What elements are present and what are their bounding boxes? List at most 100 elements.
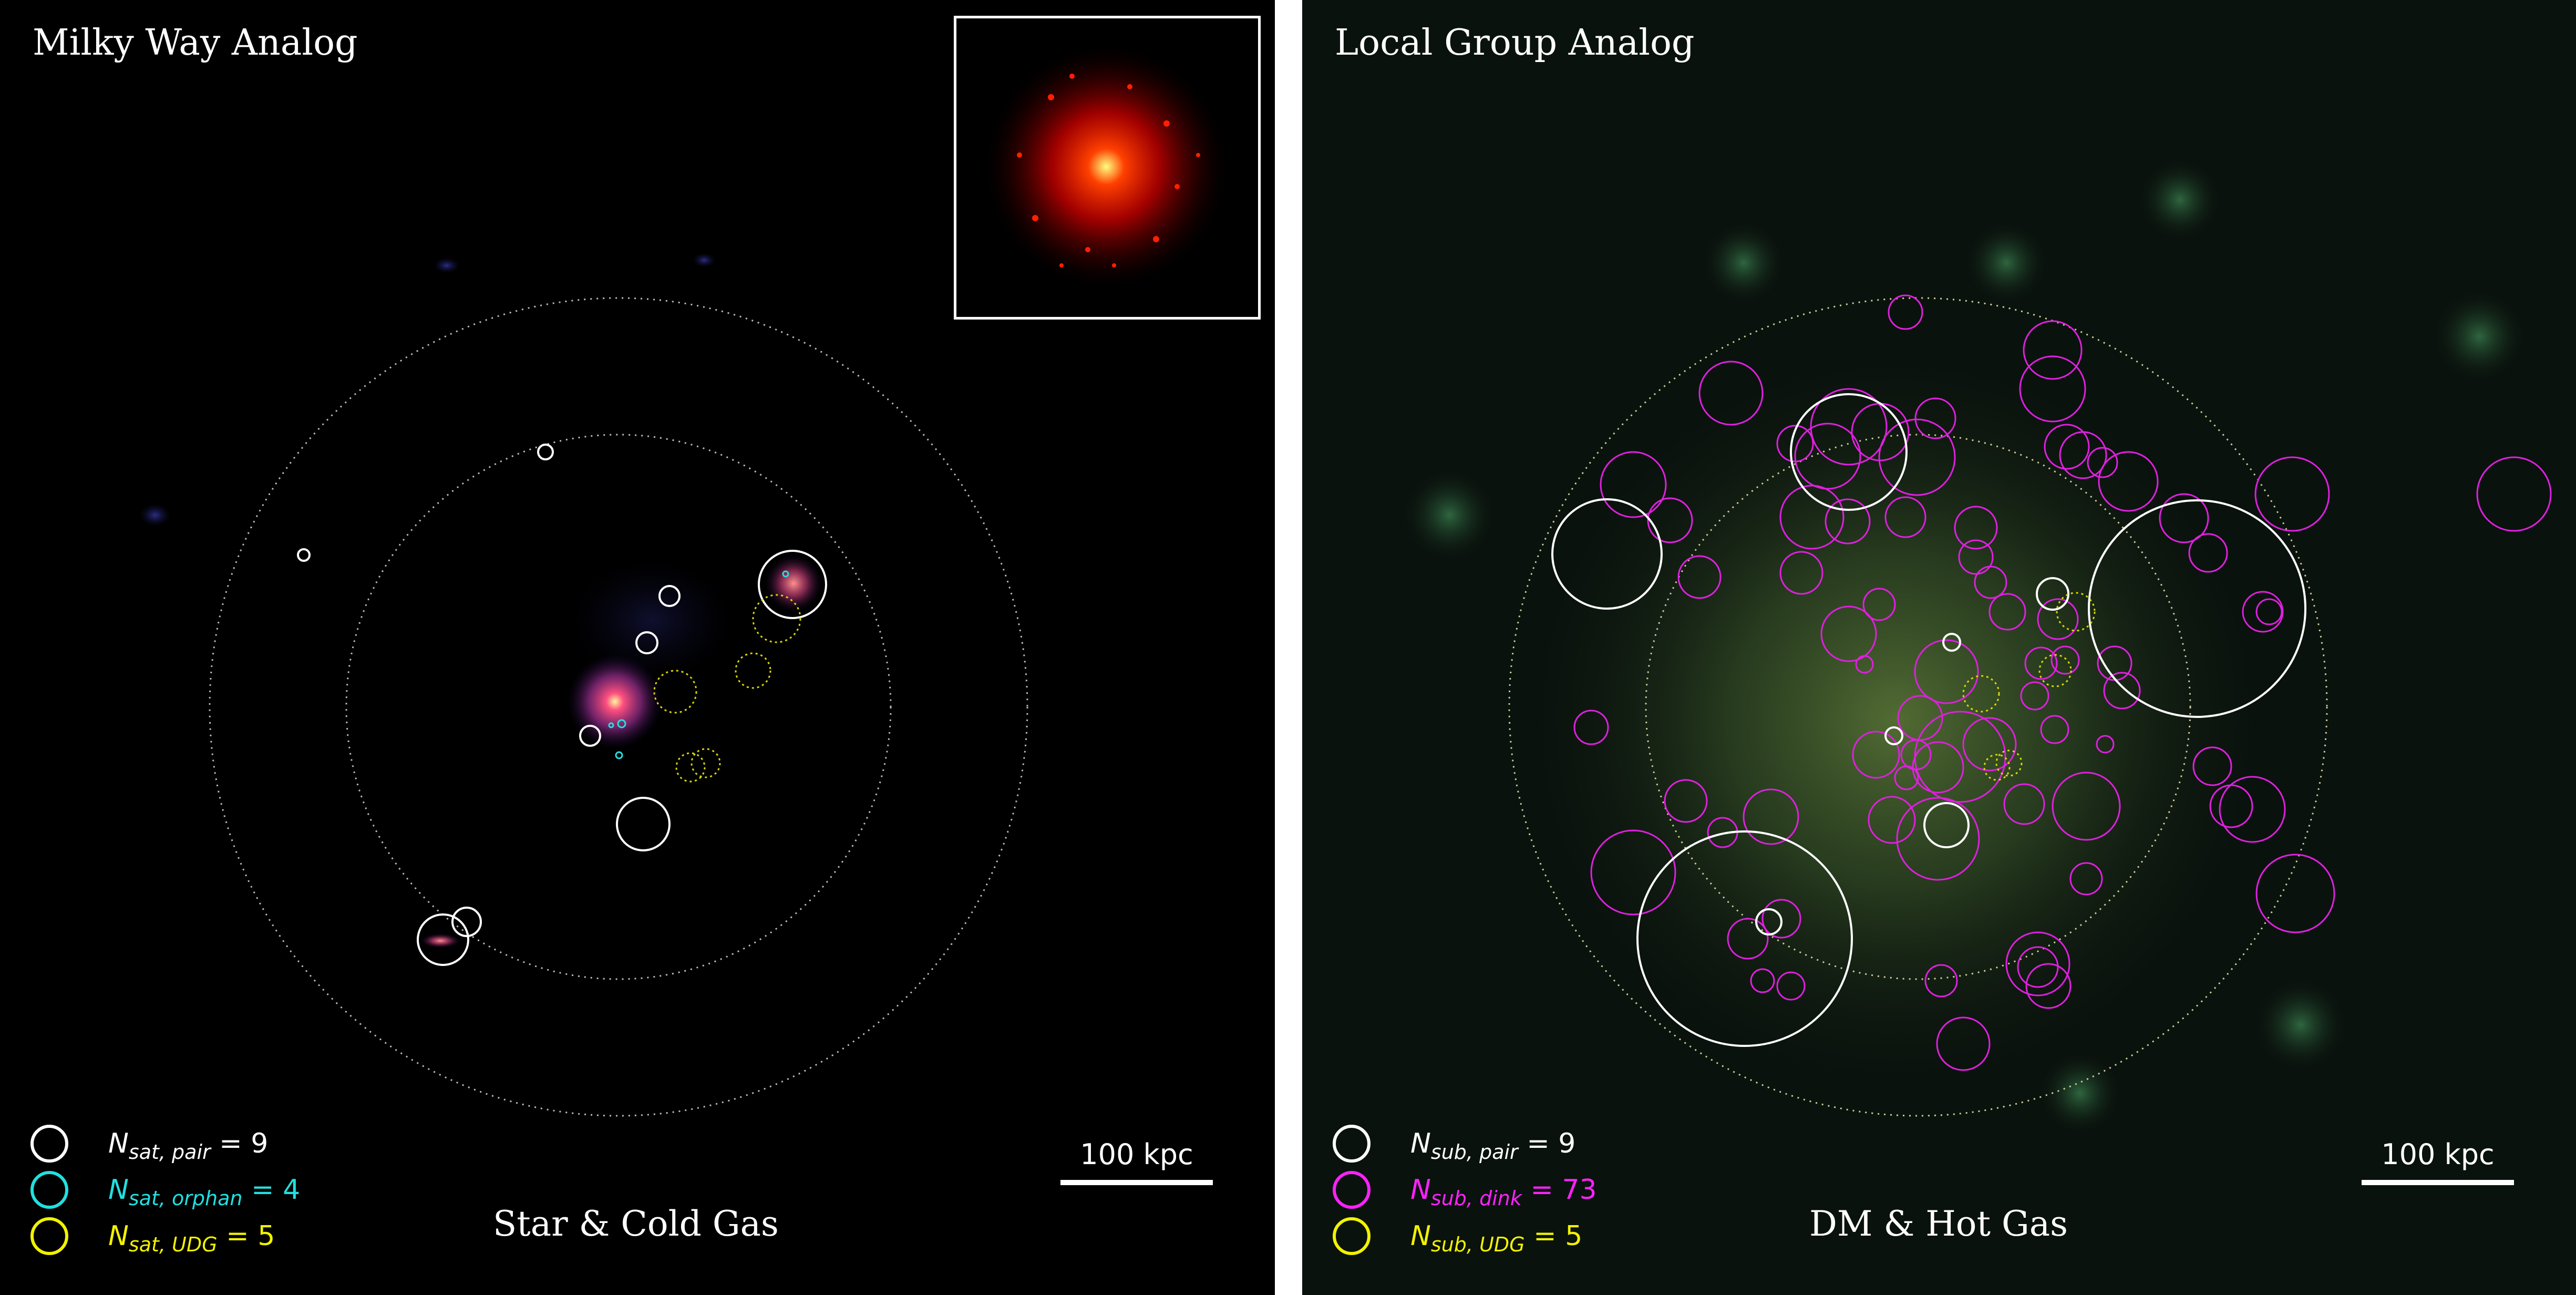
dink-subhalo-marker (1600, 451, 1667, 518)
dink-subhalo-marker (1677, 555, 1722, 599)
dink-subhalo-marker (1698, 361, 1764, 426)
star-cold-gas-map (139, 253, 1028, 1117)
yellow-ring-icon (1333, 1217, 1371, 1255)
dink-subhalo-marker (2255, 598, 2283, 625)
pair-satellite-marker (537, 444, 554, 460)
outer-radius-circle (209, 297, 1028, 1117)
dink-subhalo-marker (1962, 717, 2017, 772)
yellow-ring-icon (30, 1217, 68, 1255)
pair-subhalo-marker (1755, 908, 1782, 936)
udg-satellite-marker (675, 752, 706, 783)
cold-gas-blob (693, 253, 716, 268)
pair-subhalo-marker (1636, 830, 1853, 1047)
dm-clump (2138, 158, 2222, 242)
pair-satellite-marker (658, 585, 681, 607)
dink-subhalo-marker (1894, 765, 1919, 790)
dink-subhalo-marker (1573, 710, 1609, 745)
orphan-satellite-marker (782, 570, 789, 578)
dink-subhalo-marker (2098, 451, 2159, 512)
dink-subhalo-marker (1884, 496, 1926, 538)
pair-satellite-marker (417, 913, 469, 966)
dink-subhalo-marker (2005, 931, 2070, 996)
dink-subhalo-marker (1794, 423, 1861, 490)
dm-clump (2038, 1051, 2122, 1135)
dink-subhalo-marker (2096, 735, 2115, 754)
dink-subhalo-marker (2025, 963, 2072, 1009)
orphan-satellite-marker (608, 722, 614, 728)
dink-subhalo-marker (1954, 506, 1998, 550)
dm-clump (1702, 221, 1786, 305)
dink-subhalo-marker (1852, 731, 1900, 779)
dink-subhalo-marker (2242, 591, 2284, 633)
cold-gas-blob (568, 557, 736, 683)
udg-satellite-marker (653, 670, 697, 714)
pair-satellite-marker (616, 797, 671, 851)
dink-subhalo-marker (2020, 681, 2049, 711)
dm-clump (2432, 289, 2527, 384)
scale-bar (2362, 1180, 2514, 1185)
udg-satellite-marker (752, 594, 801, 643)
dink-subhalo-marker (2087, 447, 2118, 478)
dink-subhalo-marker (1825, 498, 1871, 544)
pair-subhalo-marker (1923, 802, 1970, 848)
orphan-satellite-marker (617, 719, 626, 728)
inner-radius-circle (1645, 434, 2191, 980)
udg-subhalo-marker (1962, 675, 2000, 713)
dink-subhalo-marker (1878, 418, 1956, 496)
dink-subhalo-marker (1958, 539, 1994, 575)
dink-subhalo-marker (1855, 655, 1874, 674)
dink-subhalo-marker (1743, 788, 1799, 845)
dink-subhalo-marker (1750, 968, 1775, 993)
dink-subhalo-marker (2059, 431, 2107, 479)
dink-subhalo-marker (2159, 493, 2209, 543)
dink-subhalo-marker (1974, 566, 2007, 599)
dm-halo (1518, 342, 2274, 1098)
dink-subhalo-marker (2255, 854, 2335, 933)
dink-subhalo-marker (1888, 294, 1923, 330)
dink-subhalo-marker (2019, 355, 2086, 423)
dink-subhalo-marker (2023, 320, 2083, 380)
dink-subhalo-marker (1820, 605, 1877, 662)
dink-subhalo-marker (1988, 593, 2026, 631)
dink-subhalo-marker (2192, 746, 2232, 786)
satellite-galaxy (765, 554, 822, 612)
pair-satellite-marker (579, 725, 601, 747)
dink-subhalo-marker (2037, 598, 2079, 640)
dink-subhalo-marker (2040, 715, 2069, 744)
udg-subhalo-marker (2038, 654, 2072, 687)
dink-subhalo-marker (1776, 971, 1806, 1001)
left-panel-milky-way: Milky Way Analog Star & Cold Gas Nsat, p… (0, 0, 1275, 1295)
udg-satellite-marker (735, 652, 771, 689)
dink-subhalo-marker (1900, 739, 1932, 770)
dink-subhalo-marker (2051, 645, 2080, 675)
scale-bar-label: 100 kpc (1080, 1138, 1193, 1171)
white-ring-icon (1333, 1125, 1371, 1163)
dink-subhalo-marker (1664, 779, 1708, 823)
pair-subhalo-marker (2088, 499, 2306, 718)
panel-subtitle: DM & Hot Gas (1809, 1204, 2068, 1244)
dink-subhalo-marker (1924, 964, 1958, 998)
dink-subhalo-marker (1896, 797, 1980, 881)
dink-subhalo-marker (2017, 946, 2059, 988)
dink-subhalo-marker (1779, 485, 1845, 550)
cold-gas-blob (139, 503, 171, 527)
dink-subhalo-marker (2044, 424, 2090, 470)
inner-radius-circle (345, 434, 892, 980)
udg-subhalo-marker (1995, 749, 2023, 777)
dink-subhalo-marker (2254, 456, 2330, 532)
dink-subhalo-marker (1761, 899, 1801, 939)
pair-satellite-marker (758, 550, 827, 619)
dm-clump (1964, 221, 2048, 305)
right-panel-local-group: Local Group Analog DM & Hot Gas Nsub, pa… (1302, 0, 2576, 1295)
inset-spiral-galaxy (985, 46, 1227, 287)
central-galaxy (568, 654, 662, 749)
cyan-ring-icon (30, 1171, 68, 1209)
udg-subhalo-marker (1983, 754, 2011, 781)
pair-satellite-marker (297, 548, 311, 562)
udg-satellite-marker (691, 748, 721, 778)
dink-subhalo-marker (1914, 639, 1979, 704)
pair-subhalo-marker (1790, 393, 1908, 511)
pair-subhalo-marker (2036, 577, 2069, 611)
pair-subhalo-marker (1884, 726, 1903, 745)
pair-subhalo-marker (1551, 498, 1663, 610)
